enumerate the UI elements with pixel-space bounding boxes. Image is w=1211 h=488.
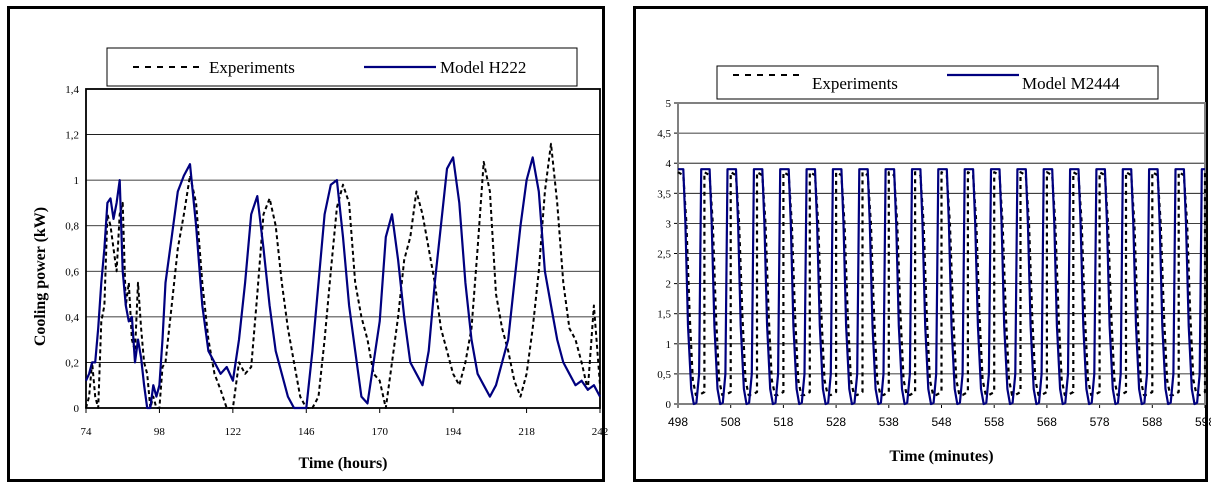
x-tick-label-right: 508 — [721, 415, 741, 429]
y-tick-label: 0,4 — [65, 312, 79, 324]
x-tick-label-right: 578 — [1090, 415, 1110, 429]
legend-model-label: Model H222 — [440, 58, 526, 77]
x-tick-label: 74 — [81, 426, 93, 438]
x-tick-label: 194 — [445, 426, 462, 438]
y-tick-label: 0,6 — [65, 266, 79, 278]
y-tick-label-right: 0,5 — [657, 369, 671, 381]
x-tick-label: 146 — [298, 426, 315, 438]
plot-border — [85, 88, 601, 409]
x-axis-title-right: Time (minutes) — [889, 448, 993, 465]
x-tick-label-right: 588 — [1142, 415, 1162, 429]
legend-box-right — [716, 65, 1159, 100]
x-axis-title: Time (hours) — [298, 455, 387, 472]
series-model-h222-line — [84, 156, 601, 410]
legend-model-label-right: Model M2444 — [1022, 74, 1120, 93]
x-tick-label-right: 568 — [1037, 415, 1057, 429]
y-tick-label-right: 1 — [666, 339, 672, 351]
legend-experiments-label: Experiments — [209, 58, 295, 77]
y-tick-label: 0 — [74, 403, 80, 415]
y-tick-label: 0,2 — [65, 357, 79, 369]
x-tick-label-right: 498 — [668, 415, 688, 429]
x-tick-label-right: 598 — [1195, 415, 1211, 429]
x-tick-label-right: 548 — [931, 415, 951, 429]
x-tick-label: 170 — [371, 426, 388, 438]
y-tick-label-right: 4 — [666, 158, 672, 170]
y-tick-label-right: 1,5 — [657, 309, 671, 321]
y-tick-label: 1,4 — [65, 84, 79, 96]
y-axis-title: Cooling power (kW) — [32, 207, 49, 346]
y-tick-label-right: 4,5 — [657, 128, 671, 140]
x-tick-label-right: 558 — [984, 415, 1004, 429]
x-tick-label: 98 — [154, 426, 166, 438]
y-tick-label-right: 3,5 — [657, 188, 671, 200]
y-tick-label-right: 5 — [666, 98, 672, 110]
y-tick-label-right: 2,5 — [657, 249, 671, 261]
y-tick-label-right: 2 — [666, 279, 672, 291]
x-tick-label: 122 — [225, 426, 242, 438]
y-tick-label-right: 0 — [666, 399, 672, 411]
y-tick-label: 1 — [74, 175, 80, 187]
legend-experiments-label-right: Experiments — [812, 74, 898, 93]
series-model-m2444-line — [678, 168, 1205, 406]
y-tick-label: 0,8 — [65, 221, 79, 233]
x-tick-label: 242 — [592, 426, 609, 438]
x-tick-label-right: 528 — [826, 415, 846, 429]
x-tick-label-right: 538 — [879, 415, 899, 429]
x-tick-label: 218 — [518, 426, 535, 438]
y-tick-label-right: 3 — [666, 218, 672, 230]
y-tick-label: 1,2 — [65, 130, 79, 142]
series-experiments-line — [85, 142, 601, 409]
x-tick-label-right: 518 — [773, 415, 793, 429]
